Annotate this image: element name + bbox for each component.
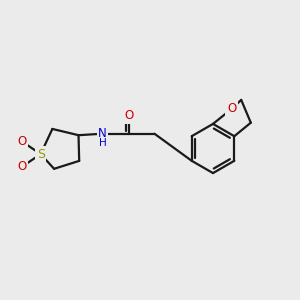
Text: O: O — [17, 135, 27, 148]
Text: O: O — [17, 160, 27, 173]
Text: O: O — [227, 102, 236, 116]
Text: N: N — [98, 127, 107, 140]
Text: H: H — [99, 138, 107, 148]
Text: S: S — [37, 148, 45, 160]
Text: O: O — [124, 109, 134, 122]
